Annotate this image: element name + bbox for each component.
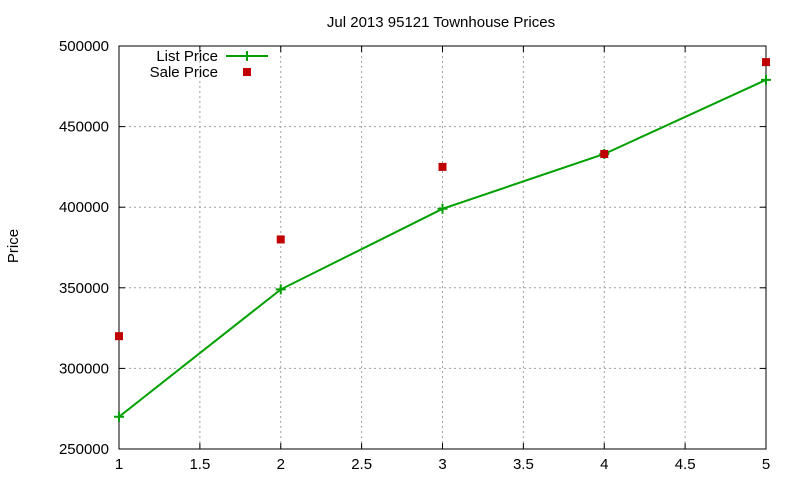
data-point-plus <box>275 284 286 295</box>
legend-plus-swatch <box>242 51 252 61</box>
legend-item-1: List Price <box>156 48 268 65</box>
data-point-plus <box>437 203 448 214</box>
x-tick-label: 4.5 <box>675 456 696 473</box>
data-point-plus <box>761 74 771 85</box>
chart-title: Jul 2013 95121 Townhouse Prices <box>327 14 555 31</box>
data-point-square <box>115 332 123 341</box>
y-tick-label: 400000 <box>59 199 109 216</box>
data-point-plus <box>114 411 124 422</box>
x-tick-label: 1 <box>115 456 123 473</box>
y-tick-label: 450000 <box>59 119 109 136</box>
y-tick-label: 250000 <box>59 441 109 458</box>
legend-label: Sale Price <box>150 64 218 81</box>
legend-item-2: Sale Price <box>150 64 251 81</box>
y-tick-label: 300000 <box>59 360 109 377</box>
y-axis-label: Price <box>5 229 22 263</box>
series-2 <box>115 58 770 341</box>
x-tick-label: 3 <box>438 456 446 473</box>
axes: 1 1.5 2 2.5 3 3.5 4 4.5 5 250000 300000 350000 40000… <box>59 38 770 473</box>
legend-square-swatch <box>243 68 251 76</box>
data-point-square <box>762 58 770 67</box>
data-point-square <box>276 235 285 244</box>
x-tick-label: 5 <box>762 456 770 473</box>
data-point-square <box>438 162 447 171</box>
x-tick-label: 1.5 <box>189 456 210 473</box>
legend-label: List Price <box>156 48 218 65</box>
x-tick-label: 2.5 <box>351 456 372 473</box>
x-tick-label: 4 <box>600 456 608 473</box>
x-tick-label: 3.5 <box>513 456 534 473</box>
y-tick-label: 350000 <box>59 280 109 297</box>
series <box>114 58 771 422</box>
grid <box>119 46 766 449</box>
y-tick-label: 500000 <box>59 38 109 55</box>
x-tick-label: 2 <box>277 456 285 473</box>
data-point-square <box>600 150 609 159</box>
